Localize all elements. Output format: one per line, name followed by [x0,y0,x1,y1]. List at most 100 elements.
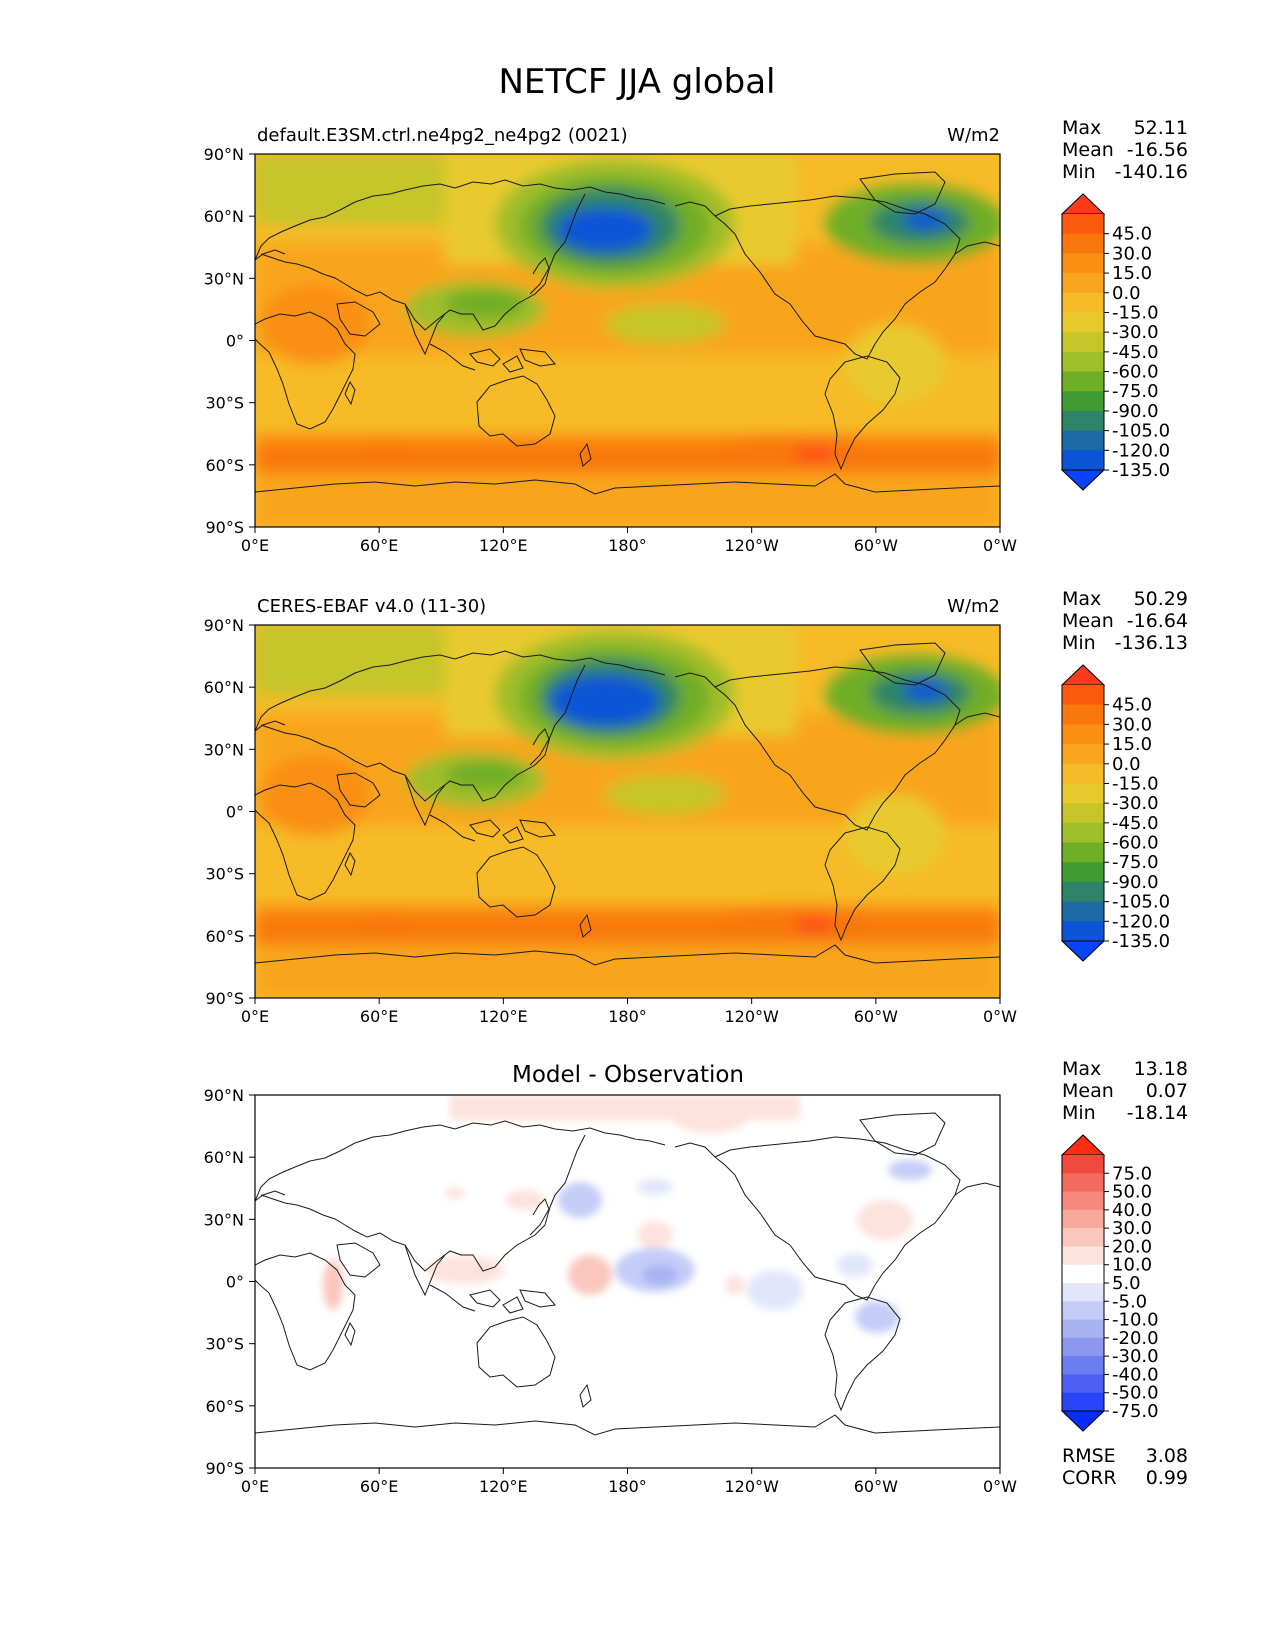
colorbar-segment [1062,704,1104,725]
colorbar-segment [1062,822,1104,844]
colorbar-segment [1062,214,1104,235]
colorbar-tick-label: 10.0 [1112,1255,1152,1276]
colorbar-outline [1061,685,1105,941]
colorbar-top-extend [1060,1134,1106,1156]
x-tick-label: 120°E [479,1477,528,1496]
colorbar-segment [1062,1191,1104,1211]
colorbar-segment [1062,1246,1104,1266]
colorbar-tick-label: -60.0 [1112,833,1159,854]
colorbar-segment [1062,312,1104,333]
colorbar-segment [1062,1374,1104,1394]
colorbar-tick-label: -30.0 [1112,322,1159,343]
colorbar-tick-label: -120.0 [1112,440,1170,461]
colorbar-tick-label: -60.0 [1112,362,1159,383]
colorbar-tick-label: 50.0 [1112,1182,1152,1203]
colorbar-segment [1062,1356,1104,1375]
colorbar-tick-label: -90.0 [1112,401,1159,422]
colorbar-tick-label: 40.0 [1112,1200,1152,1221]
y-tick-label: 0° [226,1273,244,1292]
colorbar-segment [1062,430,1104,451]
colorbar-segment [1062,1228,1104,1247]
colorbar-bottom-extend [1060,469,1106,491]
y-tick-label: 90°S [205,1459,244,1478]
panel-label: CERES-EBAF v4.0 (11-30) [257,596,486,617]
corr-value: 0.99 [1146,1467,1188,1489]
y-tick-label: 90°N [204,145,244,164]
figure-title: NETCF JJA global [498,62,775,102]
stat-value: -140.16 [1115,161,1188,183]
y-tick-label: 60°N [204,207,244,226]
x-tick-label: 180° [608,1007,647,1026]
colorbar-tick-label: -30.0 [1112,793,1159,814]
difference-metrics: RMSE 3.08 CORR 0.99 [1062,1445,1188,1489]
colorbar-segment [1062,1283,1104,1302]
y-tick-label: 30°S [205,1335,244,1354]
colorbar-segment [1062,803,1104,824]
stat-label: Min [1062,161,1096,183]
y-tick-label: 30°N [204,269,244,288]
stat-label: Mean [1062,1080,1114,1102]
colorbar-segment [1062,233,1104,254]
colorbar: 45.030.015.00.0-15.0-30.0-45.0-60.0-75.0… [1060,664,1170,962]
stat-label: Max [1062,1058,1101,1080]
panel-units: W/m2 [947,125,1000,146]
x-tick-label: 0°E [241,536,269,555]
colorbar-tick-label: -5.0 [1112,1291,1147,1312]
colorbar-segment [1062,724,1104,745]
stat-value: 0.07 [1146,1080,1188,1102]
colorbar: 45.030.015.00.0-15.0-30.0-45.0-60.0-75.0… [1060,193,1170,491]
colorbar-top-extend [1060,193,1106,215]
stat-label: Min [1062,632,1096,654]
stat-value: -136.13 [1115,632,1188,654]
colorbar-tick-label: -20.0 [1112,1328,1159,1349]
panel-title: Model - Observation [512,1062,744,1088]
y-tick-label: 90°S [205,989,244,1008]
stat-value: 13.18 [1134,1058,1188,1080]
stats-block: Max 50.29 Mean -16.64 Min -136.13 [1062,588,1188,654]
stat-label: Mean [1062,610,1114,632]
colorbar-tick-label: -90.0 [1112,872,1159,893]
colorbar-tick-label: 0.0 [1112,754,1141,775]
colorbar-segment [1062,685,1104,706]
colorbar-outline [1061,214,1105,470]
y-tick-label: 0° [226,803,244,822]
stat-value: -16.56 [1127,139,1188,161]
colorbar-tick-label: -15.0 [1112,302,1159,323]
rmse-label: RMSE [1062,1445,1116,1467]
y-tick-label: 0° [226,332,244,351]
colorbar-segment [1062,1264,1104,1284]
colorbar-tick-label: 15.0 [1112,263,1152,284]
colorbar-segment [1062,371,1104,392]
stat-value: 52.11 [1134,117,1188,139]
x-tick-label: 180° [608,536,647,555]
colorbar-segment [1062,1392,1104,1412]
colorbar-tick-label: -50.0 [1112,1383,1159,1404]
y-tick-label: 60°N [204,678,244,697]
x-tick-label: 60°E [360,536,398,555]
colorbar-segment [1062,253,1104,274]
rmse-value: 3.08 [1146,1445,1188,1467]
colorbar-tick-label: -105.0 [1112,421,1170,442]
colorbar-tick-label: 20.0 [1112,1236,1152,1257]
colorbar-tick-label: -135.0 [1112,931,1170,952]
colorbar-tick-label: 75.0 [1112,1163,1152,1184]
colorbar-tick-label: -45.0 [1112,342,1159,363]
stat-value: -16.64 [1127,610,1188,632]
panel-units: W/m2 [947,596,1000,617]
colorbar-tick-label: -15.0 [1112,773,1159,794]
x-tick-label: 0°W [983,1477,1017,1496]
stat-label: Min [1062,1102,1096,1124]
colorbar-segment [1062,351,1104,373]
colorbar-segment [1062,763,1104,784]
y-tick-label: 60°S [205,927,244,946]
colorbar-tick-label: 15.0 [1112,734,1152,755]
corr-label: CORR [1062,1467,1117,1489]
colorbar-tick-label: -10.0 [1112,1310,1159,1331]
colorbar-segment [1062,391,1104,412]
colorbar-tick-label: -135.0 [1112,460,1170,481]
colorbar-segment [1062,744,1104,765]
x-tick-label: 120°W [724,1007,779,1026]
x-tick-label: 120°E [479,536,528,555]
y-tick-label: 30°S [205,394,244,413]
